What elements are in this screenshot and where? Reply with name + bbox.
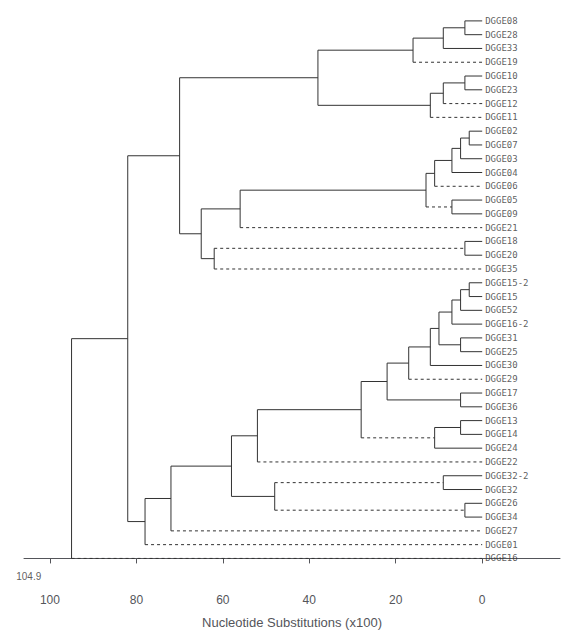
svg-text:DGGE28: DGGE28 bbox=[485, 30, 518, 40]
svg-text:100: 100 bbox=[40, 593, 60, 607]
svg-text:DGGE32-2: DGGE32-2 bbox=[485, 471, 528, 481]
svg-text:DGGE01: DGGE01 bbox=[485, 540, 518, 550]
svg-text:DGGE18: DGGE18 bbox=[485, 236, 518, 246]
svg-text:DGGE10: DGGE10 bbox=[485, 71, 518, 81]
svg-text:DGGE20: DGGE20 bbox=[485, 250, 518, 260]
svg-text:DGGE16: DGGE16 bbox=[485, 553, 518, 563]
svg-text:80: 80 bbox=[130, 593, 144, 607]
svg-text:DGGE13: DGGE13 bbox=[485, 416, 518, 426]
svg-text:60: 60 bbox=[216, 593, 230, 607]
svg-text:0: 0 bbox=[479, 593, 486, 607]
svg-text:DGGE04: DGGE04 bbox=[485, 168, 518, 178]
svg-text:DGGE32: DGGE32 bbox=[485, 485, 518, 495]
svg-text:DGGE14: DGGE14 bbox=[485, 429, 518, 439]
svg-text:DGGE06: DGGE06 bbox=[485, 181, 518, 191]
svg-text:40: 40 bbox=[303, 593, 317, 607]
svg-text:DGGE25: DGGE25 bbox=[485, 347, 518, 357]
svg-text:DGGE33: DGGE33 bbox=[485, 43, 518, 53]
svg-text:DGGE07: DGGE07 bbox=[485, 140, 518, 150]
svg-text:DGGE30: DGGE30 bbox=[485, 360, 518, 370]
svg-text:DGGE08: DGGE08 bbox=[485, 16, 518, 26]
svg-text:DGGE36: DGGE36 bbox=[485, 402, 518, 412]
svg-text:DGGE03: DGGE03 bbox=[485, 154, 518, 164]
svg-text:DGGE31: DGGE31 bbox=[485, 333, 518, 343]
svg-text:DGGE11: DGGE11 bbox=[485, 112, 518, 122]
svg-text:DGGE24: DGGE24 bbox=[485, 443, 518, 453]
svg-text:DGGE23: DGGE23 bbox=[485, 85, 518, 95]
svg-text:DGGE35: DGGE35 bbox=[485, 264, 518, 274]
svg-text:DGGE12: DGGE12 bbox=[485, 99, 518, 109]
svg-text:DGGE15-2: DGGE15-2 bbox=[485, 278, 528, 288]
svg-text:DGGE22: DGGE22 bbox=[485, 457, 518, 467]
svg-text:DGGE09: DGGE09 bbox=[485, 209, 518, 219]
svg-text:DGGE17: DGGE17 bbox=[485, 388, 518, 398]
svg-text:Nucleotide Substitutions (x100: Nucleotide Substitutions (x100) bbox=[202, 615, 382, 630]
svg-text:104.9: 104.9 bbox=[16, 571, 41, 582]
svg-text:DGGE02: DGGE02 bbox=[485, 126, 518, 136]
svg-text:20: 20 bbox=[389, 593, 403, 607]
svg-text:DGGE34: DGGE34 bbox=[485, 512, 518, 522]
svg-text:DGGE21: DGGE21 bbox=[485, 223, 518, 233]
svg-text:DGGE15: DGGE15 bbox=[485, 292, 518, 302]
svg-text:DGGE27: DGGE27 bbox=[485, 526, 518, 536]
svg-text:DGGE29: DGGE29 bbox=[485, 374, 518, 384]
svg-text:DGGE05: DGGE05 bbox=[485, 195, 518, 205]
svg-text:DGGE16-2: DGGE16-2 bbox=[485, 319, 528, 329]
svg-text:DGGE52: DGGE52 bbox=[485, 305, 518, 315]
svg-text:DGGE26: DGGE26 bbox=[485, 498, 518, 508]
svg-text:DGGE19: DGGE19 bbox=[485, 57, 518, 67]
